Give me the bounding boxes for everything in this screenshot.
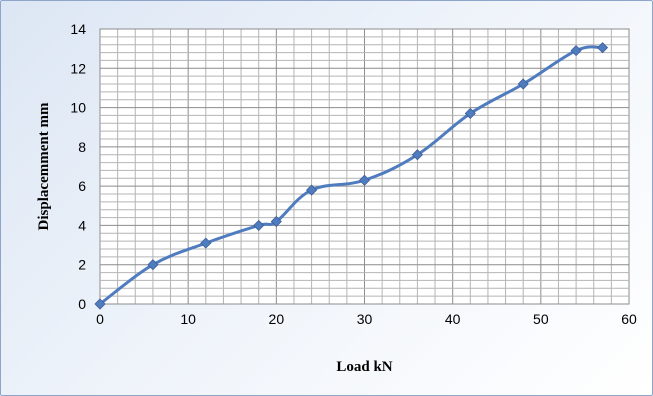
x-tick-label: 10: [180, 311, 196, 327]
x-tick-label: 50: [533, 311, 549, 327]
x-tick-labels: 0 10 20 30 40 50 60: [96, 311, 637, 327]
x-tick-label: 0: [96, 311, 104, 327]
x-tick-label: 40: [445, 311, 461, 327]
data-point-marker: [596, 42, 609, 54]
y-tick-label: 2: [78, 257, 86, 273]
data-point-marker: [358, 174, 371, 186]
series-markers: [94, 42, 609, 310]
data-point-marker: [306, 184, 318, 196]
data-point-marker: [94, 298, 106, 310]
data-point-marker: [517, 78, 529, 90]
y-tick-label: 12: [70, 60, 86, 76]
y-tick-label: 6: [78, 178, 86, 194]
y-tick-label: 4: [78, 217, 86, 233]
y-tick-labels: 0 2 4 6 8 10 12 14: [70, 21, 86, 312]
x-tick-label: 60: [621, 311, 637, 327]
x-tick-label: 30: [357, 311, 373, 327]
data-point-marker: [147, 259, 159, 271]
x-tick-label: 20: [269, 311, 285, 327]
data-point-marker: [200, 237, 212, 249]
y-tick-label: 10: [70, 100, 86, 116]
data-point-marker: [411, 149, 423, 161]
data-point-marker: [270, 215, 282, 228]
x-axis-title: Load kN: [336, 359, 392, 375]
y-axis-title: Displacemment mm: [36, 102, 52, 230]
y-tick-label: 8: [78, 139, 86, 155]
data-point-marker: [253, 219, 265, 231]
data-point-marker: [464, 107, 476, 120]
data-point-marker: [570, 45, 582, 57]
y-tick-label: 0: [78, 296, 86, 312]
y-tick-label: 14: [70, 21, 86, 37]
